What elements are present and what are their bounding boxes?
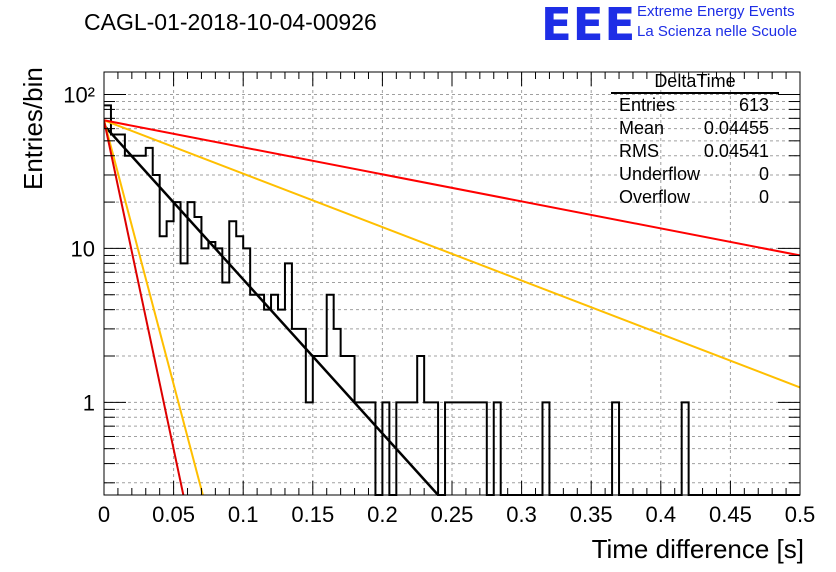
fit-curve [104,120,204,495]
x-tick-label: 0.2 [367,502,398,527]
stats-label: Overflow [619,187,691,207]
stats-title: DeltaTime [611,70,779,94]
stats-row: Underflow 0 [611,163,779,186]
stats-label: Mean [619,118,665,138]
stats-value: 0 [758,187,769,207]
eee-logo: EEE [541,0,637,51]
stats-row: Mean 0.04455 [611,117,779,140]
x-tick-label: 0.35 [570,502,613,527]
y-tick-label: 1 [83,390,95,415]
fit-curves [104,119,800,495]
stats-box: DeltaTime Entries 613 Mean 0.04455 RMS 0.04… [611,70,779,209]
stats-label: Entries [619,95,676,115]
x-tick-label: 0.45 [709,502,752,527]
stats-row: RMS 0.04541 [611,140,779,163]
fit-curve [104,119,800,389]
x-tick-label: 0.5 [785,502,816,527]
fit-curve [104,124,440,495]
stats-value: 0.04541 [703,141,769,161]
stats-label: Underflow [619,164,701,184]
logo-line-1: Extreme Energy Events [637,3,795,20]
axis-tick-labels: 0 0.05 0.1 0.15 0.2 0.25 0.3 0.35 0.4 0.45 0.5 1 10 1… [63,82,815,527]
logo-line-2: La Scienza nelle Scuole [637,23,798,40]
y-axis-label: Entries/bin [18,67,48,190]
stats-row: Entries 613 [611,94,779,117]
x-tick-label: 0.15 [291,502,334,527]
x-tick-label: 0.4 [646,502,677,527]
stats-value: 613 [738,95,769,115]
x-tick-label: 0.1 [228,502,259,527]
x-tick-label: 0.05 [152,502,195,527]
axis-ticks [103,72,801,495]
y-tick-label: 10 [71,236,95,261]
fit-curve [104,119,800,257]
x-tick-label: 0.3 [506,502,537,527]
stats-label: RMS [619,141,659,161]
y-tick-label: 10² [63,82,95,107]
stats-row: Overflow 0 [611,186,779,209]
plot-title: CAGL-01-2018-10-04-00926 [84,9,377,35]
x-tick-label: 0.25 [431,502,474,527]
stats-value: 0 [758,164,769,184]
x-tick-label: 0 [98,502,110,527]
fit-curve [104,120,185,495]
x-axis-label: Time difference [s] [591,534,804,564]
stats-value: 0.04455 [703,118,769,138]
